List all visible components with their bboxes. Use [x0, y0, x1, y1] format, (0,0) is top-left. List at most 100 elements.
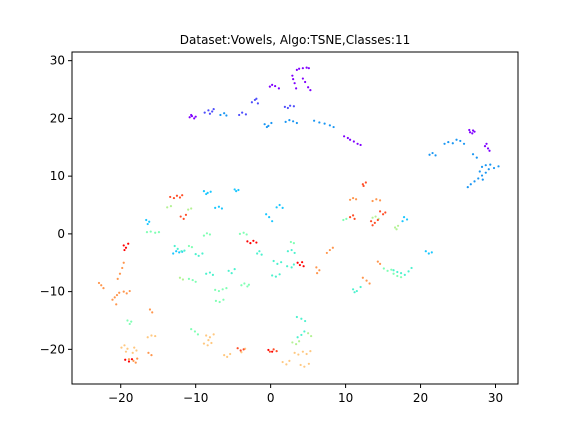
scatter-point-class-3-16 [275, 206, 278, 209]
scatter-point-class-2-33 [489, 163, 492, 166]
scatter-point-class-3-25 [172, 252, 175, 255]
scatter-point-class-3-4 [233, 188, 236, 191]
scatter-point-class-10-10 [127, 242, 130, 245]
scatter-point-class-8-6 [315, 266, 318, 269]
scatter-point-class-8-14 [368, 282, 371, 285]
x-tick-label: 30 [488, 391, 503, 405]
scatter-point-class-5-16 [222, 298, 225, 301]
scatter-point-class-4-6 [201, 252, 204, 255]
scatter-point-class-5-2 [154, 231, 157, 234]
scatter-point-class-5-25 [130, 320, 133, 323]
scatter-point-class-0-21 [301, 77, 304, 80]
scatter-point-class-7-13 [133, 346, 136, 349]
scatter-point-class-8-4 [375, 198, 378, 201]
scatter-point-class-10-1 [249, 242, 252, 245]
scatter-point-class-2-9 [292, 120, 295, 123]
scatter-point-class-5-35 [392, 272, 395, 275]
scatter-point-class-3-27 [178, 251, 181, 254]
scatter-points [97, 66, 500, 368]
scatter-point-class-2-19 [443, 142, 446, 145]
scatter-point-class-9-2 [175, 194, 179, 197]
chart-title: Dataset:Vowels, Algo:TSNE,Classes:11 [180, 33, 410, 47]
scatter-point-class-1-9 [283, 105, 286, 108]
scatter-point-class-0-2 [188, 116, 191, 119]
scatter-point-class-6-4 [371, 216, 374, 219]
scatter-point-class-4-30 [399, 272, 403, 275]
scatter-point-class-2-30 [484, 171, 487, 174]
scatter-point-class-6-15 [307, 332, 310, 335]
scatter-point-class-4-12 [233, 268, 236, 271]
scatter-point-class-5-23 [196, 333, 200, 336]
scatter-point-class-1-5 [250, 101, 253, 104]
scatter-point-class-0-6 [274, 84, 277, 88]
scatter-point-class-8-10 [328, 248, 331, 252]
scatter-point-class-2-13 [323, 122, 326, 125]
scatter-point-class-4-39 [300, 317, 303, 320]
scatter-point-class-2-18 [434, 154, 437, 157]
scatter-point-class-8-22 [97, 281, 101, 285]
scatter-point-class-9-9 [364, 181, 367, 184]
scatter-point-class-7-22 [301, 350, 304, 353]
scatter-point-class-5-8 [191, 278, 194, 282]
scatter-point-class-0-33 [483, 145, 487, 148]
scatter-point-class-7-26 [303, 365, 306, 368]
scatter-point-class-4-40 [304, 319, 307, 323]
scatter-point-class-10-3 [255, 241, 258, 244]
scatter-point-class-9-8 [361, 183, 364, 186]
scatter-point-class-9-10 [362, 184, 365, 188]
scatter-point-class-3-19 [424, 250, 427, 253]
scatter-point-class-2-32 [484, 164, 487, 167]
x-tick-label: 0 [267, 391, 275, 405]
x-tick-label: −10 [183, 391, 208, 405]
scatter-point-class-4-36 [359, 285, 362, 289]
scatter-point-class-2-22 [455, 138, 458, 141]
scatter-point-class-2-8 [288, 119, 291, 122]
scatter-point-class-8-1 [351, 196, 355, 200]
scatter-point-class-0-31 [468, 131, 472, 134]
scatter-point-class-5-13 [225, 287, 228, 290]
scatter-point-class-8-2 [354, 198, 358, 201]
scatter-point-class-5-11 [217, 289, 221, 293]
scatter-point-class-0-29 [471, 129, 475, 132]
scatter-point-class-1-13 [241, 111, 244, 114]
scatter-point-class-8-32 [148, 308, 152, 311]
scatter-point-class-5-19 [246, 285, 249, 288]
scatter-point-class-8-20 [118, 291, 121, 294]
scatter-point-class-4-20 [290, 266, 293, 269]
scatter-point-class-6-2 [187, 208, 190, 211]
scatter-point-class-8-13 [365, 279, 368, 282]
scatter-point-class-1-1 [207, 109, 210, 112]
scatter-point-class-4-27 [293, 251, 296, 255]
scatter-point-class-4-19 [286, 265, 289, 268]
scatter-point-class-2-21 [451, 142, 454, 145]
scatter-point-class-7-14 [146, 336, 149, 339]
scatter-point-class-2-16 [428, 153, 431, 156]
scatter-point-class-8-25 [122, 290, 125, 293]
scatter-point-class-9-20 [353, 217, 356, 220]
scatter-point-class-9-19 [351, 214, 355, 217]
scatter-point-class-0-18 [304, 80, 307, 84]
scatter-point-class-9-12 [373, 221, 376, 225]
scatter-point-class-0-7 [277, 87, 280, 90]
scatter-point-class-4-9 [211, 273, 215, 276]
scatter-point-class-2-40 [481, 178, 484, 181]
scatter-point-class-0-19 [307, 86, 310, 89]
scatter-point-class-2-34 [492, 166, 496, 170]
scatter-point-class-0-4 [190, 113, 193, 117]
scatter-point-class-0-17 [291, 74, 294, 77]
scatter-point-class-5-3 [157, 231, 161, 234]
scatter-point-class-3-5 [237, 188, 240, 192]
scatter-point-class-4-14 [258, 250, 261, 253]
scatter-point-class-5-37 [399, 276, 403, 279]
scatter-point-class-10-15 [267, 348, 270, 352]
scatter-point-class-3-20 [427, 252, 430, 255]
scatter-point-class-9-21 [268, 350, 271, 353]
scatter-point-class-5-33 [386, 269, 389, 272]
scatter-point-class-8-11 [331, 246, 334, 249]
scatter-point-class-7-11 [131, 351, 134, 354]
y-tick-label: −10 [40, 285, 65, 299]
scatter-point-class-6-1 [169, 205, 173, 208]
scatter-point-class-2-15 [332, 125, 335, 129]
y-tick-label: 10 [50, 169, 65, 183]
scatter-point-class-9-16 [381, 213, 385, 216]
